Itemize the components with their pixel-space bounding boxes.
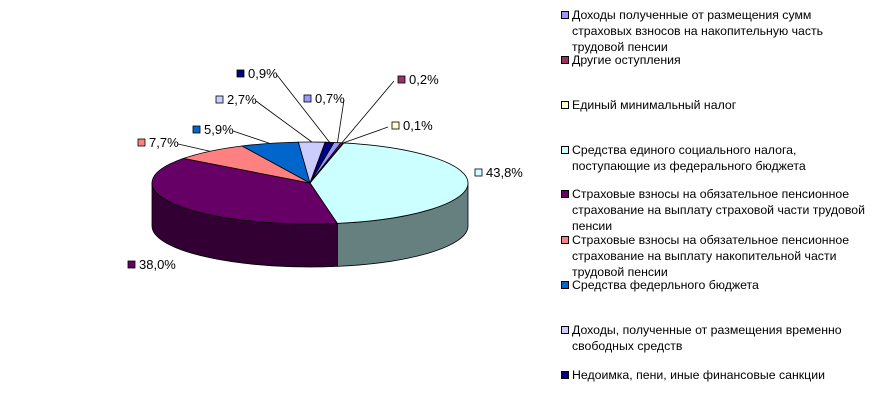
leader-line: [177, 143, 211, 152]
legend-swatch: [561, 146, 569, 154]
legend-swatch: [561, 101, 569, 109]
data-label: 7,7%: [149, 135, 179, 150]
legend-swatch: [561, 371, 569, 379]
data-label: 38,0%: [139, 257, 176, 272]
legend-label: Доходы, полученные от размещения временн…: [572, 323, 842, 353]
legend-label: Единый минимальный налог: [572, 98, 737, 112]
leader-line: [337, 99, 345, 143]
legend-label: Страховые взносы на обязательное пенсион…: [572, 233, 850, 279]
data-label-marker: [236, 69, 245, 78]
leader-line: [255, 100, 313, 143]
pie-slice: [309, 142, 469, 224]
pie-slice: [151, 158, 339, 225]
leader-line: [232, 130, 270, 144]
data-label-marker: [474, 168, 483, 177]
legend-swatch: [561, 190, 569, 198]
data-label: 0,2%: [409, 72, 439, 87]
legend-swatch: [561, 236, 569, 244]
pie-top: [151, 141, 469, 225]
data-label-marker: [215, 95, 224, 104]
data-label-marker: [192, 125, 201, 134]
data-label: 43,8%: [486, 165, 523, 180]
data-label-marker: [137, 138, 146, 147]
legend-label: Другие оступления: [572, 53, 681, 67]
leader-line: [341, 80, 395, 144]
legend-label: Страховые взносы на обязательное пенсион…: [572, 187, 865, 233]
data-label: 0,1%: [403, 118, 433, 133]
data-label: 2,7%: [227, 92, 257, 107]
legend-swatch: [561, 281, 569, 289]
data-label: 0,7%: [315, 91, 345, 106]
legend-swatch: [561, 11, 569, 19]
legend-label: Средства федерльного бюджета: [572, 278, 759, 292]
leader-line: [343, 126, 389, 144]
data-label-marker: [303, 94, 312, 103]
data-label-marker: [127, 260, 136, 269]
legend-swatch: [561, 326, 569, 334]
data-label-marker: [397, 75, 406, 84]
legend-label: Доходы полученные от размещения сумм стр…: [572, 8, 824, 54]
leader-line: [276, 74, 330, 143]
pie-slice: [309, 142, 344, 184]
data-label: 5,9%: [204, 122, 234, 137]
legend-label: Недоимка, пени, иные финансовые санкции: [572, 368, 825, 382]
legend-swatch: [561, 56, 569, 64]
data-label: 0,9%: [248, 66, 278, 81]
data-labels: 0,1% 43,8% 38,0% 7,7% 5,9% 2,7% 0,9% 0,7% 0,2%: [127, 66, 523, 272]
legend-label: Средства единого социального налога, пос…: [572, 143, 806, 173]
data-label-marker: [391, 121, 400, 130]
